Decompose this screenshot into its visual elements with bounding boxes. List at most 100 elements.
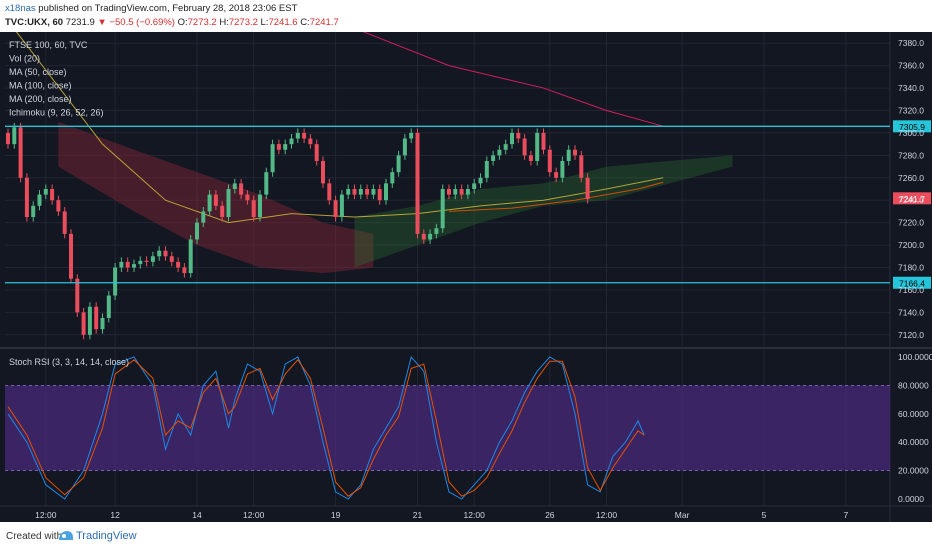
- candle-body: [87, 306, 92, 335]
- stoch-tick-label: 80.0000: [898, 380, 929, 390]
- candle-body: [182, 267, 187, 274]
- time-tick-label: 12:00: [464, 510, 486, 520]
- down-arrow-icon: ▼: [97, 17, 107, 28]
- ma-line: [362, 32, 664, 127]
- candle-body: [377, 189, 382, 201]
- moving-averages: [15, 32, 664, 224]
- candle-body: [220, 205, 225, 218]
- stoch-tick-label: 20.0000: [898, 466, 929, 476]
- candle-body: [503, 144, 508, 150]
- time-tick-label: 12:00: [35, 510, 57, 520]
- candle-body: [81, 312, 86, 335]
- stoch-tick-label: 60.0000: [898, 409, 929, 419]
- time-tick-label: 14: [192, 510, 202, 520]
- stoch-k-line: [7, 355, 645, 500]
- price-badge: [893, 276, 931, 289]
- close-value: 7241.7: [309, 17, 339, 28]
- candle-body: [163, 250, 168, 257]
- candle-body: [100, 317, 105, 330]
- stoch-tick-label: 0.0000: [898, 494, 924, 504]
- candle-body: [226, 189, 231, 218]
- time-tick-label: 12:00: [243, 510, 265, 520]
- candle-body: [510, 132, 514, 145]
- candle-body: [75, 278, 80, 313]
- candle-body: [232, 183, 237, 189]
- author-link[interactable]: x18nas: [5, 3, 36, 14]
- candle-body: [409, 132, 414, 139]
- publish-line: x18nas published on TradingView.com, Feb…: [5, 3, 297, 14]
- candle-body: [352, 189, 357, 195]
- stoch-d-line: [7, 359, 645, 497]
- candle-body: [150, 256, 155, 262]
- candle-body: [157, 250, 162, 257]
- price-tick-label: 7140.0: [898, 307, 924, 317]
- candle-body: [132, 264, 136, 268]
- candle-body: [24, 177, 29, 218]
- candle-body: [245, 194, 250, 201]
- price-badge: [893, 120, 931, 133]
- candle-body: [402, 138, 407, 156]
- candle-body: [516, 132, 521, 139]
- candle-body: [69, 233, 73, 279]
- time-tick-label: 12: [110, 510, 120, 520]
- candle-body: [270, 144, 275, 173]
- close-label: C:: [300, 17, 310, 28]
- candle-body: [295, 132, 300, 139]
- low-value: 7241.6: [268, 17, 298, 28]
- candle-body: [547, 149, 552, 173]
- price-badge-label: 7241.7: [899, 194, 925, 204]
- candle-body: [415, 132, 420, 234]
- candle-body: [6, 132, 10, 145]
- time-tick-label: Mar: [675, 510, 690, 520]
- symbol-label: TVC:UKX, 60: [5, 17, 64, 28]
- candle-body: [289, 138, 294, 145]
- candle-body: [421, 233, 426, 240]
- ma-line: [15, 32, 664, 224]
- chart-area[interactable]: FTSE 100, 60, TVC Vol (20) MA (50, close) M…: [0, 32, 932, 522]
- candle-body: [327, 183, 332, 201]
- tradingview-brand[interactable]: TradingView: [76, 530, 137, 542]
- candle-body: [396, 155, 401, 173]
- price-tick-label: 7220.0: [898, 218, 924, 228]
- candle-body: [453, 189, 458, 195]
- candle-body: [258, 194, 262, 218]
- candle-body: [566, 149, 571, 161]
- legend-item: MA (200, close): [9, 94, 72, 104]
- price-tick-label: 7300.0: [898, 128, 924, 138]
- candle-body: [484, 160, 489, 178]
- candle-body: [346, 189, 351, 195]
- footer: Created with TradingView: [0, 522, 932, 550]
- high-value: 7273.2: [228, 17, 258, 28]
- price-tick-label: 7200.0: [898, 240, 924, 250]
- price-tick-label: 7120.0: [898, 330, 924, 340]
- candle-body: [459, 189, 464, 195]
- last-price: 7231.9: [65, 17, 95, 28]
- candle-body: [434, 228, 439, 234]
- price-tick-label: 7160.0: [898, 285, 924, 295]
- ma-line: [448, 181, 664, 212]
- time-tick-label: 5: [762, 510, 767, 520]
- candle-body: [497, 149, 502, 156]
- price-tick-label: 7360.0: [898, 61, 924, 71]
- candle-body: [239, 183, 244, 195]
- candle-body: [478, 177, 483, 184]
- price-tick-label: 7240.0: [898, 195, 924, 205]
- candle-body: [447, 189, 451, 195]
- candle-body: [440, 189, 445, 229]
- candle-body: [176, 261, 181, 268]
- price-tick-label: 7260.0: [898, 173, 924, 183]
- candle-body: [31, 205, 36, 218]
- candle-body: [18, 127, 23, 178]
- candle-body: [94, 306, 99, 330]
- candle-body: [573, 149, 577, 156]
- candle-body: [201, 211, 206, 223]
- ohlc-line: TVC:UKX, 60 7231.9 ▼ −50.5 (−0.69%) O:72…: [5, 17, 339, 28]
- horizontal-lines[interactable]: [5, 125, 890, 284]
- stoch-tick-label: 40.0000: [898, 437, 929, 447]
- candle-body: [283, 144, 288, 150]
- tradingview-logo-icon: [59, 531, 73, 540]
- ichimoku-cloud-green: [354, 155, 733, 268]
- low-label: L:: [260, 17, 269, 28]
- candle-body: [390, 172, 395, 184]
- candle-body: [56, 200, 61, 212]
